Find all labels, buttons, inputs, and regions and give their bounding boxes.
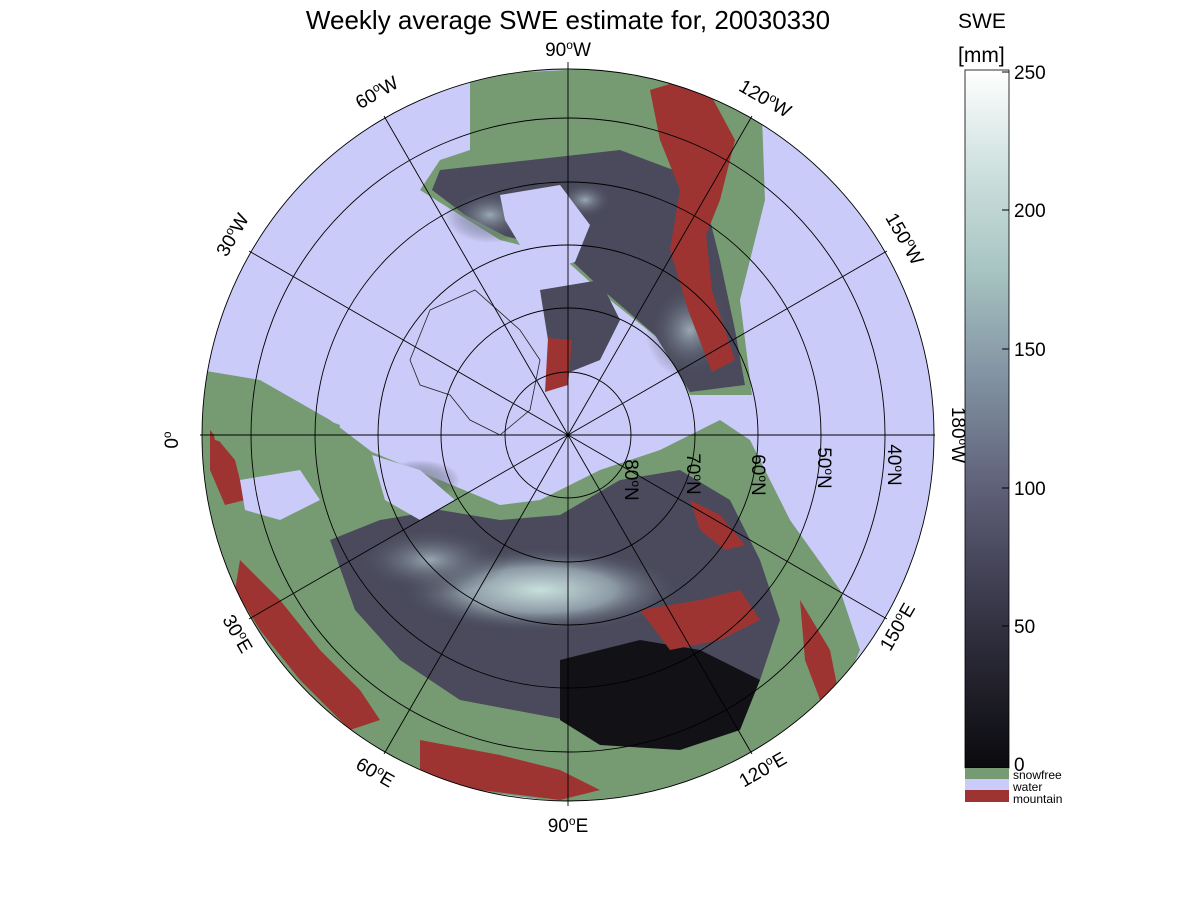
eurasia-landmass	[202, 370, 860, 801]
legend-swatch-water	[965, 779, 1009, 790]
colorbar-title-line2: [mm]	[958, 44, 1005, 67]
colorbar-tick-50: 50	[1014, 617, 1035, 638]
north-america-landmass	[420, 69, 765, 395]
lat-label-60n: 60oN	[747, 454, 770, 496]
polar-map: 90oW 120oW 150oW 180oW 150oE 120oE 90oE …	[160, 38, 970, 837]
lon-label-180w: 180oW	[947, 407, 970, 463]
graticule	[200, 62, 935, 806]
legend-swatch-snowfree	[965, 768, 1009, 779]
colorbar: SWE [mm] 250 200 150 100 50 0 snowfree w…	[958, 10, 1062, 806]
colorbar-tick-200: 200	[1014, 201, 1046, 222]
lat-label-80n: 80oN	[620, 459, 643, 501]
colorbar-ticks: 250 200 150 100 50 0	[1002, 63, 1046, 776]
latitude-labels: 80oN 70oN 60oN 50oN 40oN	[620, 444, 906, 501]
map-title: Weekly average SWE estimate for, 2003033…	[306, 5, 830, 35]
colorbar-tick-150: 150	[1014, 340, 1046, 361]
legend-label-mountain: mountain	[1013, 792, 1062, 806]
lon-label-30w: 30oW	[211, 209, 254, 260]
colorbar-title-line1: SWE	[958, 10, 1006, 33]
legend-swatch-mountain	[965, 790, 1009, 802]
lat-label-70n: 70oN	[682, 453, 705, 495]
colorbar-tick-0: 0	[1014, 755, 1025, 776]
meridian-150w-30e	[248, 250, 888, 620]
lon-label-60w: 60oW	[351, 71, 402, 114]
lat-label-50n: 50oN	[813, 447, 836, 489]
lat-label-40n: 40oN	[883, 444, 906, 486]
legend-label-snowfree: snowfree	[1013, 768, 1062, 782]
colorbar-gradient	[964, 69, 1010, 769]
lon-label-90e: 90oE	[548, 814, 589, 837]
lon-label-0: 0o	[160, 431, 183, 449]
colorbar-tick-250: 250	[1014, 63, 1046, 84]
category-legend: snowfree water mountain	[965, 768, 1062, 806]
lon-label-90w: 90oW	[545, 38, 591, 61]
western-europe-landmass	[202, 380, 340, 470]
colorbar-tick-100: 100	[1014, 479, 1046, 500]
legend-label-water: water	[1012, 780, 1042, 794]
lon-label-60e: 60oE	[352, 752, 399, 792]
